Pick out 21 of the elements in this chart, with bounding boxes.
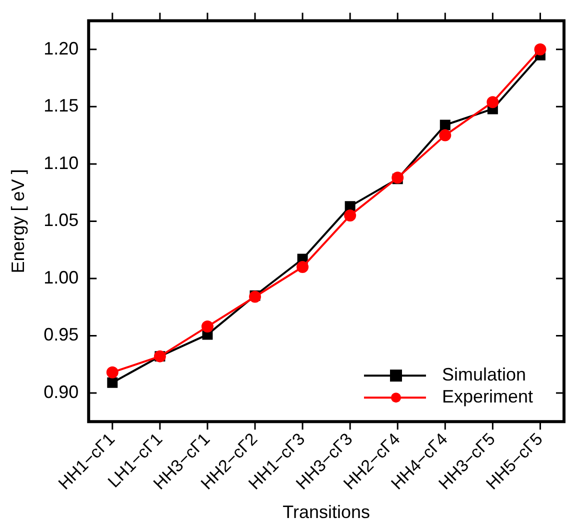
point bbox=[439, 129, 452, 142]
y-tick-label: 1.00 bbox=[44, 267, 79, 288]
point bbox=[201, 320, 214, 333]
point bbox=[106, 366, 118, 378]
y-axis-title: Energy [ eV ] bbox=[8, 169, 28, 274]
y-tick-label: 1.15 bbox=[44, 96, 79, 116]
y-tick-label: 0.90 bbox=[44, 382, 79, 402]
point bbox=[534, 43, 546, 56]
point bbox=[296, 261, 309, 273]
point bbox=[344, 209, 356, 222]
point bbox=[107, 377, 118, 388]
point bbox=[486, 96, 499, 108]
point bbox=[344, 201, 356, 212]
y-tick-label: 1.10 bbox=[44, 152, 79, 173]
legend-label: Simulation bbox=[442, 364, 526, 385]
x-axis-title: Transitions bbox=[282, 502, 370, 522]
y-tick-label: 1.20 bbox=[44, 38, 79, 58]
y-tick-label: 1.05 bbox=[44, 210, 79, 230]
legend-label: Experiment bbox=[442, 386, 534, 407]
point bbox=[440, 120, 450, 130]
y-tick-label: 0.95 bbox=[44, 324, 79, 345]
